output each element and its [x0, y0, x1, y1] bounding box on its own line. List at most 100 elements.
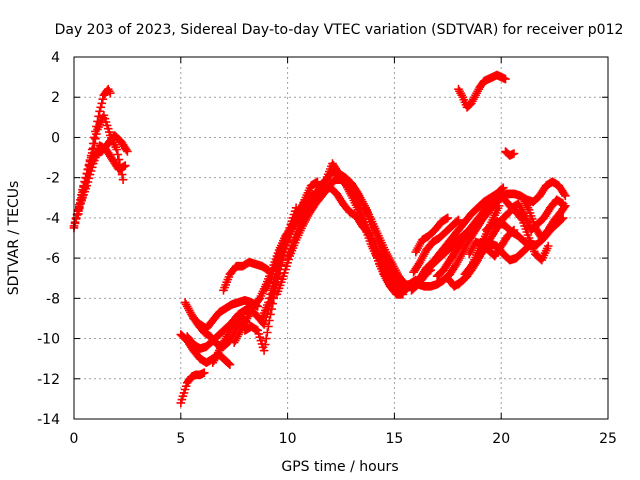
data-point: [266, 310, 275, 319]
data-point: [115, 160, 125, 169]
data-point: [101, 117, 111, 127]
data-point: [79, 182, 88, 192]
data-point: [264, 322, 273, 331]
y-axis-label: SDTVAR / TECUs: [6, 181, 22, 296]
data-point: [267, 286, 276, 295]
data-point: [88, 143, 98, 153]
data-point: [70, 217, 80, 227]
data-point: [87, 148, 97, 158]
data-point: [176, 398, 186, 408]
x-tick-label: 0: [70, 431, 79, 447]
data-point: [225, 360, 235, 369]
data-point: [265, 294, 274, 303]
data-point: [453, 216, 462, 226]
y-tick-label: 0: [51, 130, 60, 146]
data-point: [264, 298, 273, 307]
data-point: [95, 107, 104, 116]
data-point: [200, 368, 209, 377]
data-point: [102, 121, 112, 130]
x-tick-label: 5: [176, 431, 185, 447]
x-tick-label: 15: [385, 431, 403, 447]
data-track: [415, 183, 508, 283]
data-point: [78, 188, 87, 197]
data-point: [90, 139, 99, 148]
data-point: [499, 183, 508, 192]
data-point: [254, 329, 264, 339]
y-tick-label: -4: [46, 211, 60, 227]
data-track: [411, 213, 453, 257]
x-tick-label: 10: [279, 431, 297, 447]
y-tick-label: 4: [51, 50, 60, 66]
data-point: [263, 328, 272, 337]
data-point: [118, 175, 128, 184]
data-point: [91, 134, 100, 144]
data-point: [256, 336, 266, 345]
data-point: [509, 149, 519, 158]
data-point: [494, 201, 504, 211]
y-tick-label: -10: [37, 332, 60, 348]
data-track: [219, 257, 273, 295]
data-track: [501, 147, 519, 160]
data-point: [179, 388, 189, 398]
data-point: [503, 189, 512, 199]
y-tick-label: -14: [37, 412, 60, 428]
data-track: [518, 193, 570, 243]
data-point: [75, 204, 84, 213]
data-point: [269, 266, 278, 276]
data-point: [177, 395, 187, 404]
data-point: [97, 99, 107, 108]
data-point: [501, 74, 510, 84]
data-point: [123, 147, 132, 156]
data-point: [114, 155, 124, 164]
data-track: [176, 368, 209, 408]
data-point: [94, 112, 103, 121]
data-point: [282, 261, 291, 271]
data-point: [77, 193, 86, 203]
plot-frame: [73, 56, 609, 420]
data-point: [99, 111, 109, 120]
axis-tick-labels: 0 5 10 15 20 25 -14 -12 -10 -8 -6 -4 -2 0 2 4: [37, 50, 617, 447]
data-point: [253, 326, 262, 335]
data-point: [112, 145, 121, 154]
data-point: [443, 213, 453, 223]
data-point: [85, 157, 95, 166]
data-point: [106, 88, 115, 98]
y-tick-label: -12: [37, 372, 60, 388]
data-point: [116, 165, 126, 174]
data-point: [82, 169, 92, 178]
data-point: [272, 256, 282, 266]
data-point: [81, 173, 90, 182]
x-tick-label: 25: [599, 431, 617, 447]
data-point: [498, 184, 507, 193]
data-point: [255, 332, 265, 342]
data-point: [259, 346, 269, 355]
data-point: [92, 129, 101, 139]
x-axis-label: GPS time / hours: [281, 459, 398, 475]
data-point: [269, 277, 278, 287]
data-point: [271, 259, 281, 269]
data-point: [268, 299, 277, 308]
data-point: [181, 381, 191, 391]
data-point: [281, 265, 290, 274]
data-point: [76, 198, 85, 208]
data-point: [267, 304, 276, 314]
data-point: [504, 208, 513, 218]
data-point: [398, 290, 408, 299]
data-point: [261, 334, 271, 343]
y-tick-label: -6: [46, 251, 60, 267]
y-tick-label: 2: [51, 90, 60, 106]
data-point: [561, 201, 570, 211]
data-track: [499, 193, 553, 265]
data-point: [279, 271, 288, 281]
data-point: [280, 268, 289, 278]
data-point: [121, 161, 130, 170]
data-point: [86, 153, 96, 162]
data-point: [80, 177, 89, 186]
data-point: [104, 127, 114, 137]
data-point: [454, 215, 463, 225]
data-track: [454, 70, 510, 112]
y-tick-label: -2: [46, 171, 60, 187]
data-track: [74, 111, 128, 219]
data-point: [561, 191, 570, 201]
